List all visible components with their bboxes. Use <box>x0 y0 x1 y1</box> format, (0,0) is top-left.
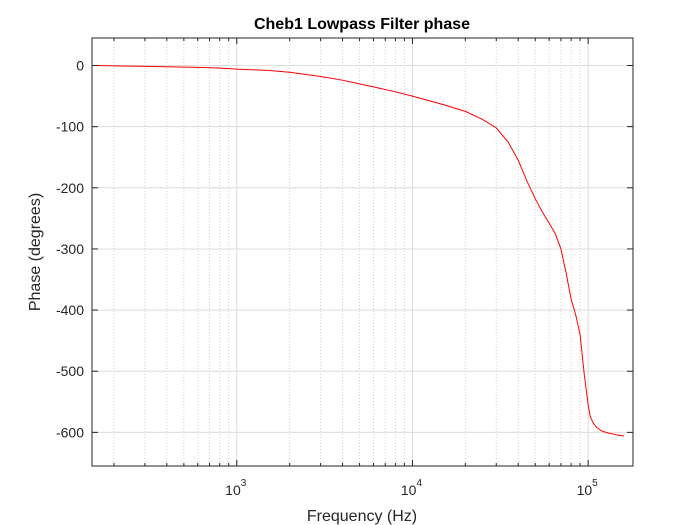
y-tick-label: 0 <box>76 58 84 74</box>
y-tick-label: -500 <box>56 363 84 379</box>
x-tick-label-base: 10 <box>577 482 593 498</box>
x-tick-label: 10 3 <box>225 478 247 498</box>
phase-series-line <box>96 65 625 437</box>
y-tick-label: -200 <box>56 180 84 196</box>
tick-label-layer: 10 3 10 4 10 50-100-200-300-400-500-600 <box>56 58 598 498</box>
x-tick-label: 10 5 <box>577 478 599 498</box>
series-layer <box>96 65 625 437</box>
x-tick-label-base: 10 <box>225 482 241 498</box>
grid-layer <box>92 38 633 466</box>
chart-title: Cheb1 Lowpass Filter phase <box>254 16 470 33</box>
tick-layer <box>92 38 633 466</box>
x-tick-label-base: 10 <box>401 482 417 498</box>
y-tick-label: -400 <box>56 302 84 318</box>
x-tick-label-exponent: 4 <box>416 478 422 489</box>
x-tick-label: 10 4 <box>401 478 423 498</box>
x-tick-label-exponent: 3 <box>241 478 247 489</box>
plot-area <box>92 38 633 466</box>
x-axis-label: Frequency (Hz) <box>307 508 417 525</box>
y-axis-label: Phase (degrees) <box>27 193 44 311</box>
y-tick-label: -600 <box>56 424 84 440</box>
y-tick-label: -300 <box>56 241 84 257</box>
plot-frame <box>91 37 634 467</box>
y-tick-label: -100 <box>56 119 84 135</box>
x-tick-label-exponent: 5 <box>592 478 598 489</box>
